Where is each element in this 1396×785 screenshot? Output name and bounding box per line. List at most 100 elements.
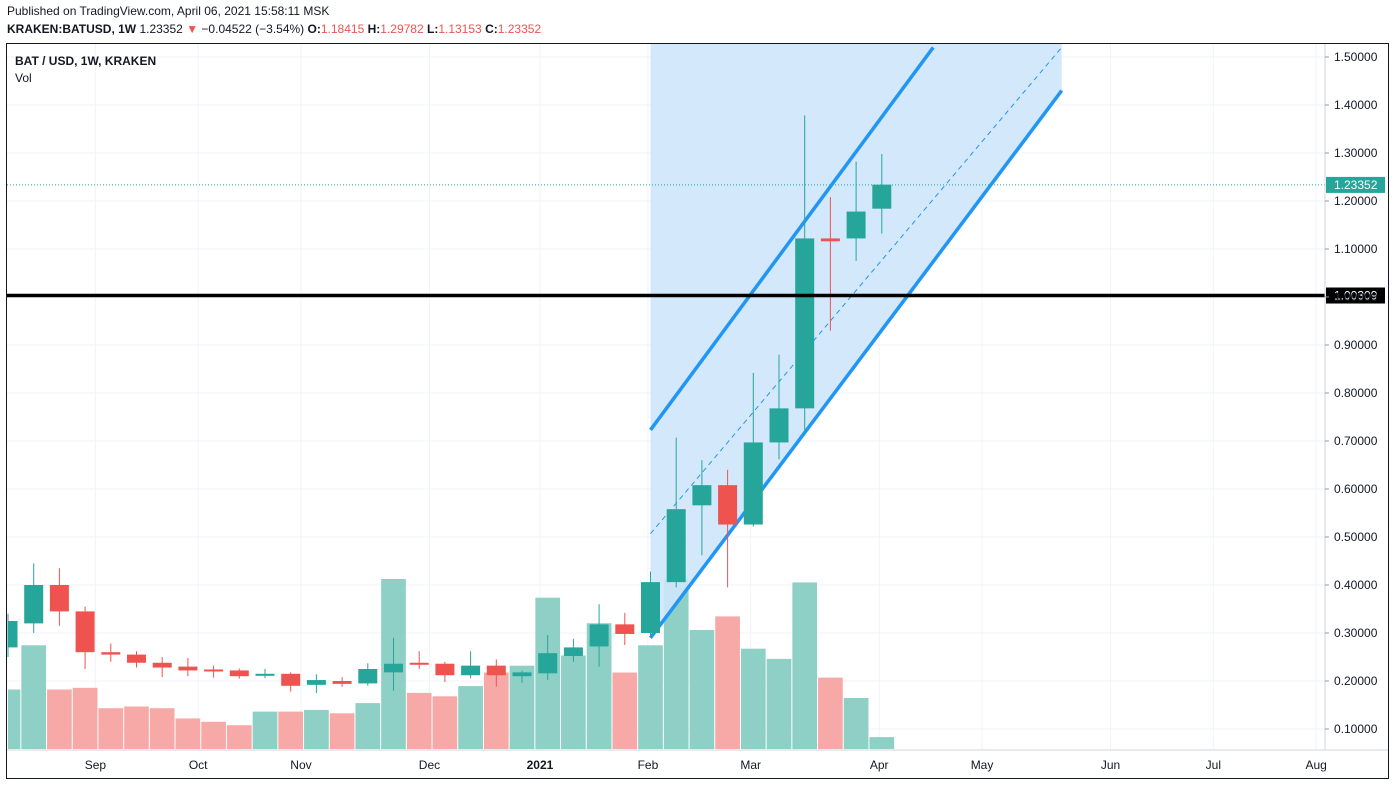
price-tick-label: 0.90000 (1334, 338, 1378, 352)
symbol-line: KRAKEN:BATUSD, 1W 1.23352 ▼ −0.04522 (−3… (7, 22, 541, 36)
channel-fill (650, 44, 1062, 638)
candle[interactable] (461, 651, 481, 679)
candle[interactable] (512, 670, 532, 683)
candle[interactable] (666, 437, 686, 588)
candle[interactable] (152, 657, 172, 678)
volume-bar (47, 689, 72, 749)
candle[interactable] (255, 669, 275, 679)
candle-body (872, 184, 892, 209)
high-label: H: (367, 22, 381, 36)
volume-bar (406, 692, 432, 749)
volume-bar (432, 696, 458, 749)
volume-bar (792, 582, 818, 749)
volume-bars (8, 579, 895, 749)
candle[interactable] (24, 563, 44, 633)
time-tick-label: 2021 (527, 758, 554, 772)
candle-body (255, 673, 275, 676)
candle[interactable] (718, 469, 738, 588)
volume-bar (8, 689, 21, 749)
down-arrow-icon: ▼ (186, 22, 199, 36)
candle[interactable] (204, 665, 224, 678)
candle-body (743, 442, 763, 525)
candle[interactable] (229, 668, 249, 679)
last-price: 1.23352 (139, 22, 183, 36)
candle-body (435, 663, 455, 676)
volume-bar (21, 645, 47, 749)
parallel-channel (649, 44, 1064, 639)
candle[interactable] (538, 634, 558, 681)
price-tick-label: 1.00000 (1334, 290, 1378, 304)
volume-bar (561, 655, 586, 749)
volume-bar (612, 672, 638, 749)
candle[interactable] (615, 612, 635, 645)
price-change: −0.04522 (−3.54%) (201, 22, 305, 36)
volume-bar (458, 686, 483, 749)
time-tick-label: Jun (1101, 758, 1120, 772)
candle[interactable] (641, 571, 660, 638)
price-tick-label: 0.40000 (1334, 578, 1378, 592)
candle[interactable] (49, 568, 69, 626)
price-tick-label: 1.30000 (1334, 146, 1378, 160)
candle-body (49, 585, 69, 612)
volume-bar (252, 711, 278, 749)
symbol-name[interactable]: KRAKEN:BATUSD, 1W (7, 22, 137, 36)
candle[interactable] (75, 606, 95, 669)
volume-indicator-label[interactable]: Vol (15, 71, 32, 85)
candle[interactable] (101, 643, 121, 662)
candle-body (795, 238, 815, 409)
candle-body (152, 662, 172, 668)
chart-frame[interactable] (6, 43, 1389, 779)
candle[interactable] (306, 674, 326, 693)
candle-body (229, 670, 249, 677)
candle-body (127, 654, 146, 663)
time-tick-label: Mar (740, 758, 761, 772)
volume-bar (175, 718, 201, 749)
volume-bar (304, 709, 329, 749)
candle[interactable] (7, 613, 18, 657)
candle[interactable] (692, 460, 712, 556)
low-value: 1.13153 (438, 22, 482, 36)
time-tick-label: Oct (189, 758, 208, 772)
time-tick-label: Aug (1305, 758, 1326, 772)
candle[interactable] (127, 651, 146, 668)
candle[interactable] (358, 663, 378, 686)
candle[interactable] (563, 638, 583, 662)
time-axis[interactable]: Sep Oct Nov Dec 2021 Feb Mar Apr May Jun Jul Aug (85, 758, 1327, 772)
candle[interactable] (872, 153, 892, 234)
candle-body (769, 408, 789, 443)
candle[interactable] (820, 197, 840, 331)
candle[interactable] (743, 372, 763, 527)
candle[interactable] (281, 672, 301, 692)
candle-body (75, 611, 95, 653)
candle[interactable] (178, 657, 198, 677)
volume-bar (766, 658, 792, 749)
volume-bar (98, 708, 124, 749)
volume-bar (329, 713, 355, 749)
price-tick-label: 0.10000 (1334, 722, 1378, 736)
candlesticks (7, 115, 892, 693)
candle[interactable] (435, 661, 455, 682)
candle[interactable] (384, 637, 403, 691)
high-value: 1.29782 (380, 22, 424, 36)
price-levels: 1.00309 1.23352 (7, 176, 1385, 304)
candle-body (486, 665, 506, 676)
channel-upper-line[interactable] (649, 46, 935, 432)
candle[interactable] (332, 677, 352, 687)
candle[interactable] (769, 354, 789, 460)
price-tick-label: 0.20000 (1334, 674, 1378, 688)
candle[interactable] (795, 115, 815, 433)
last-price-label: 1.23352 (1334, 178, 1378, 192)
candle[interactable] (846, 161, 866, 261)
candle-body (641, 582, 660, 633)
channel-midline[interactable] (650, 47, 1063, 534)
channel-lower-line[interactable] (649, 89, 1064, 639)
candle[interactable] (409, 651, 429, 669)
candle[interactable] (486, 659, 506, 687)
volume-bar (355, 703, 381, 749)
candle[interactable] (589, 604, 609, 667)
time-tick-label: Jul (1206, 758, 1221, 772)
price-axis[interactable]: 0.10000 0.20000 0.30000 0.40000 0.50000 0.600… (1325, 50, 1378, 736)
time-tick-label: Feb (638, 758, 659, 772)
time-tick-label: Nov (290, 758, 311, 772)
